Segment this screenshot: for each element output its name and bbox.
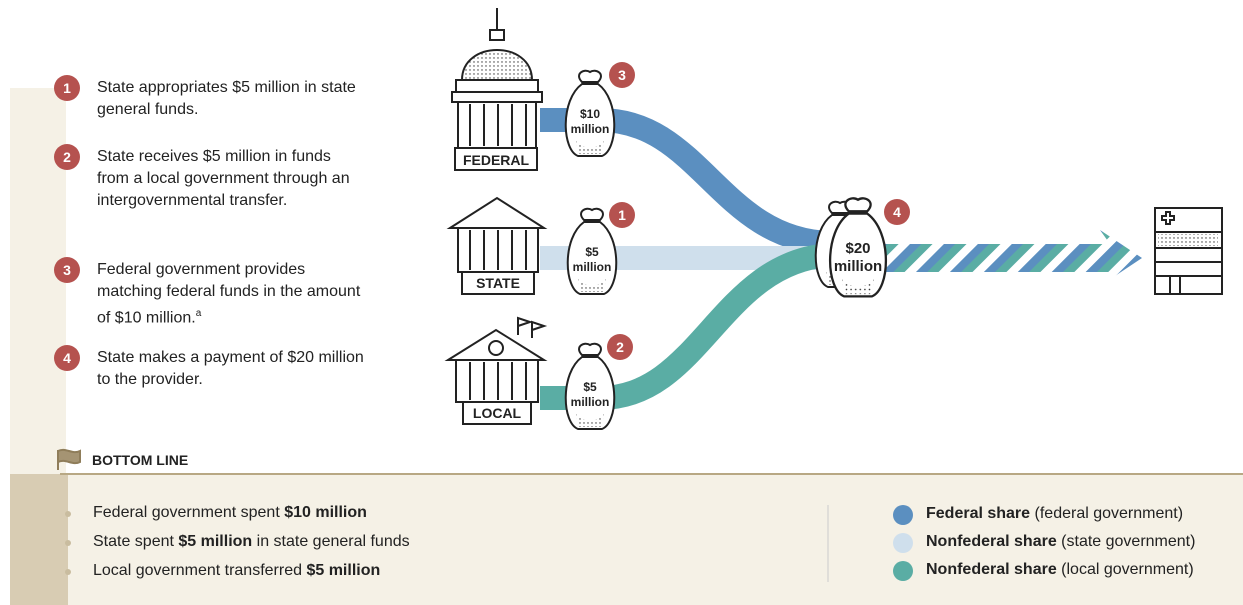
bottom-line-title: BOTTOM LINE: [92, 452, 189, 468]
bottom-panel: [10, 474, 1243, 605]
step-badge: [54, 144, 80, 170]
step-number: 3: [63, 262, 71, 278]
step-number: 4: [893, 204, 901, 220]
bag-unit: million: [571, 395, 610, 409]
step-text: State appropriates $5 million in state g…: [97, 77, 367, 121]
building-label: LOCAL: [473, 405, 522, 421]
emphasis: $10 million: [284, 504, 367, 521]
building-label: STATE: [476, 275, 520, 291]
step-text: State receives $5 million in funds from …: [97, 146, 367, 212]
legend-label: Federal share: [926, 505, 1031, 522]
bottom-line-item: State spent $5 million in state general …: [93, 533, 410, 551]
bag-amount: $10: [580, 107, 600, 121]
legend-swatch: [893, 533, 913, 553]
provider-icon: [1154, 207, 1223, 295]
step-number: 2: [616, 339, 624, 355]
legend-entry: Nonfederal share (state government): [926, 533, 1195, 551]
text: State spent: [93, 533, 179, 550]
local-flow: [540, 243, 832, 410]
step-badge: [54, 345, 80, 371]
bag-amount: $5: [585, 245, 599, 259]
legend-detail: (state government): [1061, 533, 1196, 550]
step-number: 3: [618, 67, 626, 83]
flag-icon: [57, 448, 81, 470]
legend-label: Nonfederal share: [926, 533, 1057, 550]
building-label: FEDERAL: [463, 152, 530, 168]
bag-unit: million: [573, 260, 612, 274]
bullet: [65, 511, 71, 517]
step-description: State appropriates $5 million in state g…: [97, 79, 356, 118]
legend-swatch: [893, 505, 913, 525]
state-building: [446, 196, 548, 295]
bullet: [65, 569, 71, 575]
footnote-marker: a: [195, 308, 202, 319]
text: Federal government spent: [93, 504, 285, 521]
emphasis: $5 million: [178, 533, 253, 550]
bottom-strip: [10, 474, 68, 605]
step-badge: [609, 62, 635, 88]
step-badge: [54, 75, 80, 101]
step-description: State receives $5 million in funds from …: [97, 148, 350, 209]
step-description: Federal government provides matching fed…: [97, 261, 361, 327]
side-band: [10, 88, 66, 474]
step-badge: [609, 202, 635, 228]
bag-unit: million: [834, 258, 882, 275]
bottom-line-item: Federal government spent $10 million: [93, 504, 367, 522]
step-text: State makes a payment of $20 million to …: [97, 347, 367, 391]
federal-flow: [540, 108, 831, 255]
emphasis: $5 million: [306, 562, 381, 579]
local-building: [444, 316, 548, 425]
step-number: 2: [63, 149, 71, 165]
bullet: [65, 540, 71, 546]
text: in state general funds: [252, 533, 410, 550]
legend-entry: Nonfederal share (local government): [926, 561, 1194, 579]
step-text: Federal government provides matching fed…: [97, 259, 367, 329]
federal-building: [451, 8, 543, 171]
bag-amount: $5: [583, 380, 597, 394]
step-number: 4: [63, 350, 71, 366]
legend-detail: (federal government): [1034, 505, 1184, 522]
bag-unit: million: [571, 122, 610, 136]
text: Local government transferred: [93, 562, 307, 579]
bag-amount: $20: [845, 240, 870, 257]
legend-label: Nonfederal share: [926, 561, 1057, 578]
step-number: 1: [618, 207, 626, 223]
bottom-line-item: Local government transferred $5 million: [93, 562, 380, 580]
legend-swatch: [893, 561, 913, 581]
step-badge: [884, 199, 910, 225]
legend-entry: Federal share (federal government): [926, 505, 1183, 523]
payment-arrow: [880, 230, 1142, 286]
step-badge: [54, 257, 80, 283]
step-description: State makes a payment of $20 million to …: [97, 349, 364, 388]
step-badge: [607, 334, 633, 360]
legend-detail: (local government): [1061, 561, 1194, 578]
step-number: 1: [63, 80, 71, 96]
